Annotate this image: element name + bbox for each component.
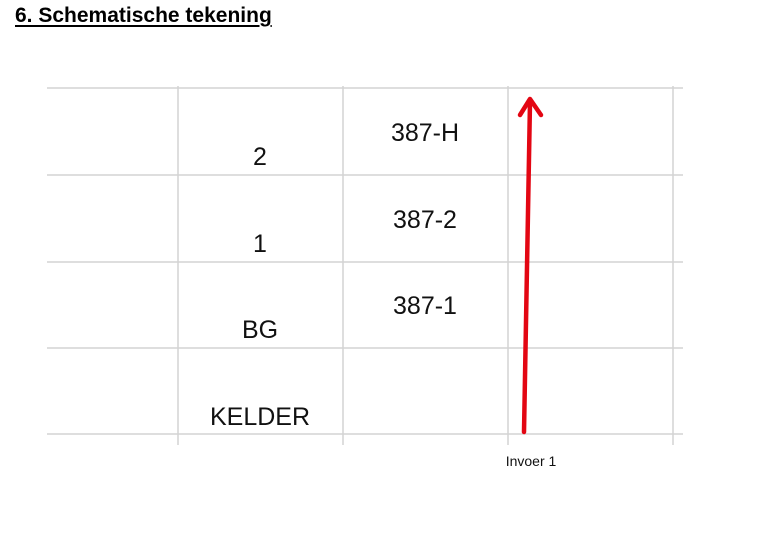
feed-label: Invoer 1 [506, 453, 557, 469]
meter-label: 387-2 [393, 206, 457, 234]
arrow-up-icon [517, 96, 544, 435]
grid-vertical-lines [177, 86, 674, 445]
meter-label: 387-H [391, 119, 459, 147]
grid-horizontal-lines [47, 87, 683, 435]
feed-arrow-head [517, 96, 544, 118]
feed-arrow-shaft [521, 99, 533, 435]
floor-label: BG [242, 316, 278, 344]
floor-label: 1 [253, 230, 267, 258]
floor-label: 2 [253, 143, 267, 171]
section-title: 6. Schematische tekening [15, 4, 272, 27]
meter-label: 387-1 [393, 292, 457, 320]
floor-label: KELDER [210, 403, 310, 431]
